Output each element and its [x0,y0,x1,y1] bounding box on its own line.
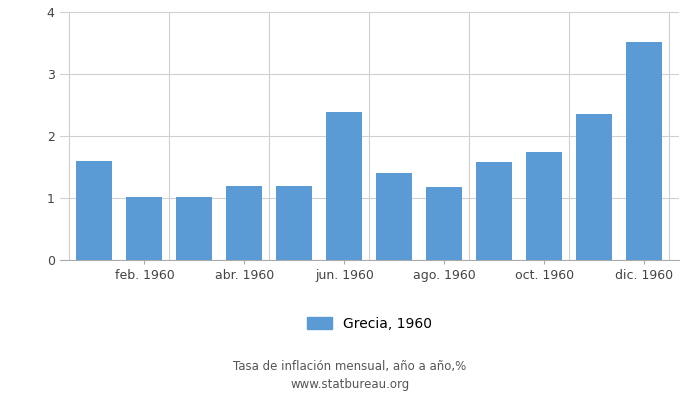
Bar [76,161,113,260]
Text: Tasa de inflación mensual, año a año,%: Tasa de inflación mensual, año a año,% [233,360,467,373]
Bar [127,197,162,260]
Legend: Grecia, 1960: Grecia, 1960 [307,316,432,330]
Bar [176,197,212,260]
Bar [626,42,662,260]
Bar [526,152,562,260]
Bar [226,186,262,260]
Bar [426,188,462,260]
Bar [276,186,312,260]
Bar [576,114,612,260]
Text: www.statbureau.org: www.statbureau.org [290,378,410,391]
Bar [476,162,512,260]
Bar [376,173,412,260]
Bar [326,112,363,260]
